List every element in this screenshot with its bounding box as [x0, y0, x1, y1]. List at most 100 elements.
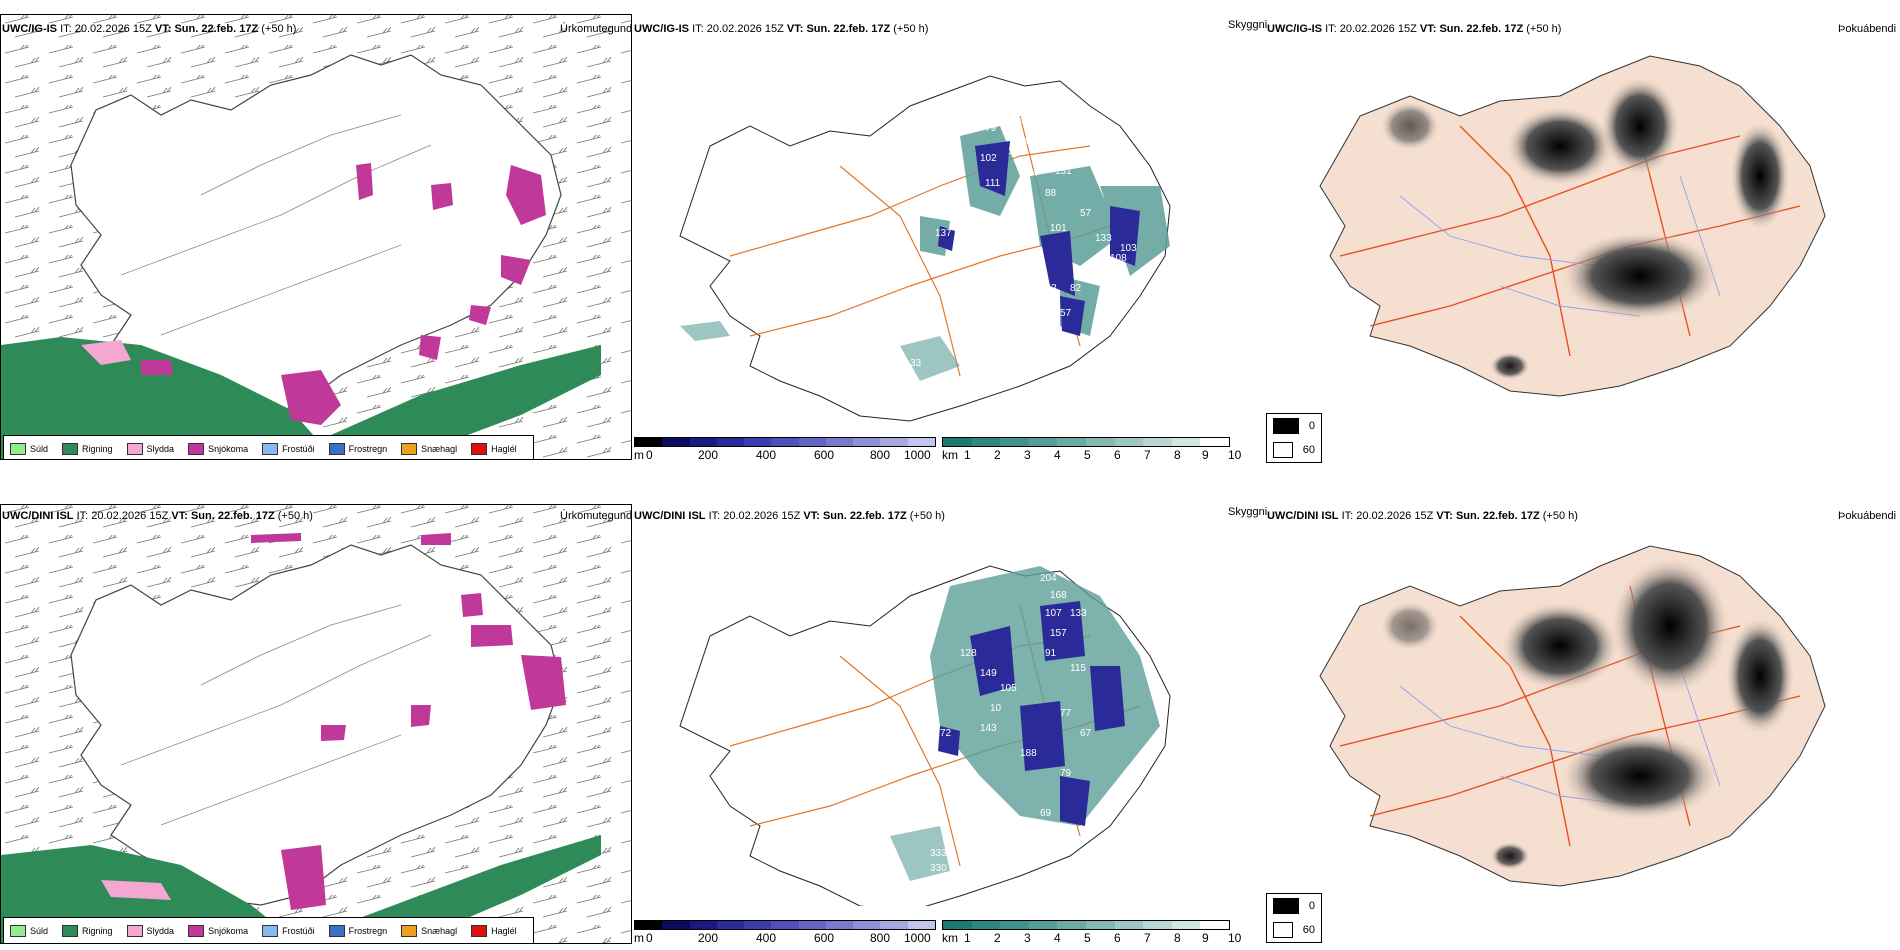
- it-label: IT:: [692, 23, 704, 35]
- cloud-base-value: 204: [1040, 573, 1057, 584]
- legend-item: Frostregn: [328, 925, 387, 937]
- vt-label: VT:: [1419, 23, 1437, 35]
- vis-scale-cells: [942, 920, 1230, 930]
- lead-time: (+50 h): [909, 510, 945, 522]
- fog-east: [1725, 616, 1795, 736]
- model-name: UWC/IG-IS: [2, 23, 57, 35]
- legend-label: Snæhagl: [421, 926, 458, 936]
- fog-key-high: 60: [1267, 438, 1321, 462]
- rain-area: [1, 337, 331, 459]
- vis-tick: 4: [1054, 448, 1061, 462]
- scale-cell: [1028, 438, 1058, 446]
- precip-map-svg-2: [1, 505, 631, 943]
- fog-key-1: 0 60: [1266, 413, 1322, 463]
- fog-map-svg-1: [1319, 55, 1826, 397]
- precip-map-2[interactable]: Súld Rigning Slydda Snjókoma Frostúði Fr…: [0, 504, 632, 944]
- vis-tick: 10: [1228, 931, 1242, 945]
- scale-cell: [907, 438, 935, 446]
- scale-cell: [635, 921, 663, 929]
- precip-map-1[interactable]: Súld Rigning Slydda Snjókoma Frostúði Fr…: [0, 14, 632, 460]
- scale-cell: [1143, 438, 1172, 446]
- legend-item: Frostúði: [262, 925, 315, 937]
- legend-swatch-graupel: [401, 443, 418, 455]
- scale-cell: [880, 438, 908, 446]
- vis-tick: 6: [1114, 448, 1121, 462]
- legend-item: Snæhagl: [401, 925, 457, 937]
- fog-southwest: [1490, 352, 1530, 380]
- title-fog-1: Þokuábendi: [1838, 23, 1897, 35]
- legend-item: Snæhagl: [401, 443, 457, 455]
- fog-north: [1505, 106, 1615, 186]
- cloud-base-value: 57: [1080, 208, 1092, 219]
- fog-south: [1560, 231, 1720, 321]
- legend-swatch-snow: [188, 443, 205, 455]
- scale-cell: [635, 438, 663, 446]
- legend-item: Snjókoma: [188, 443, 248, 455]
- scale-cell: [1200, 438, 1229, 446]
- legend-label: Frostúði: [282, 444, 315, 454]
- legend-item: Súld: [10, 925, 48, 937]
- scale-cell: [971, 438, 1001, 446]
- cloud-base-value: 157: [1050, 628, 1067, 639]
- vt-value: Sun. 22.feb. 17Z: [822, 510, 907, 522]
- legend-label: Súld: [30, 926, 49, 936]
- header-precip-1: UWC/IG-IS IT: 20.02.2026 15Z VT: Sun. 22…: [2, 22, 296, 36]
- scale-cell: [744, 921, 772, 929]
- cloud-base-value: 57: [1060, 308, 1072, 319]
- fog-east: [1730, 121, 1790, 231]
- scale-cell: [1057, 438, 1086, 446]
- it-value: 20.02.2026 15Z: [1339, 23, 1417, 35]
- fog-key-high-swatch: [1273, 442, 1293, 458]
- scale-cell: [971, 921, 1001, 929]
- scale-cell: [1085, 921, 1115, 929]
- fog-south: [1560, 731, 1720, 821]
- cloud-base-value: 108: [1110, 253, 1127, 264]
- scale-cell: [716, 438, 745, 446]
- vis-tick: 1: [964, 448, 971, 462]
- legend-label: Snjókoma: [208, 926, 249, 936]
- iceland-land: [1319, 55, 1826, 397]
- cloud-scale-2: m 0 200 400 600 800 1000: [634, 920, 936, 946]
- cloud-base-value: 103: [1120, 243, 1137, 254]
- cloud-base-value: 79: [985, 123, 997, 134]
- fog-map-1[interactable]: [1300, 36, 1860, 426]
- cloud-base-value: 133: [1070, 608, 1087, 619]
- cloud-base-value: 133: [1095, 233, 1112, 244]
- legend-item: Slydda: [126, 925, 174, 937]
- iceland-outline: [70, 544, 562, 906]
- cloud-base-value: 33: [910, 358, 922, 369]
- cloud-base-value: 69: [1040, 808, 1052, 819]
- fog-key-high-swatch: [1273, 922, 1293, 938]
- lead-time: (+50 h): [277, 510, 313, 522]
- vis-tick: 5: [1084, 931, 1091, 945]
- header-vis-2: UWC/DINI ISL IT: 20.02.2026 15Z VT: Sun.…: [634, 509, 945, 523]
- scale-cell: [1171, 438, 1201, 446]
- legend-label: Haglél: [491, 926, 517, 936]
- scale-cell: [825, 438, 854, 446]
- fog-map-2[interactable]: [1300, 526, 1860, 906]
- cloud-base-value: 149: [980, 668, 997, 679]
- vis-tick: 3: [1024, 931, 1031, 945]
- legend-label: Súld: [30, 444, 49, 454]
- cloud-base-value: 168: [1050, 590, 1067, 601]
- cloud-base-value: 72: [940, 728, 952, 739]
- cloud-scale-cells: [634, 437, 936, 447]
- vt-label: VT:: [171, 510, 188, 522]
- rain-area-east: [331, 345, 601, 459]
- iceland-outline: [70, 54, 562, 416]
- fog-key-low-swatch: [1273, 418, 1299, 434]
- cloud-base-value: 101: [1050, 223, 1067, 234]
- cloud-base-value: 113: [1008, 146, 1024, 157]
- cloud-base-value: 67: [1080, 728, 1092, 739]
- visibility-map-1[interactable]: 79 108 84 102 113 114 111 131 88 57 101 137 133 108 76…: [640, 36, 1260, 432]
- cloud-base-value: 79: [1060, 768, 1072, 779]
- fog-key-high: 60: [1267, 918, 1321, 942]
- scale-cell: [662, 438, 690, 446]
- fog-northeast: [1600, 76, 1680, 176]
- cloud-base-value: 82: [1070, 283, 1082, 294]
- visibility-map-2[interactable]: 204 168 107 133 157 128 149 91 115 105 10 143 72 77 67…: [640, 526, 1260, 906]
- cloud-scale-1: m 0 200 400 600 800 1000: [634, 437, 936, 463]
- vis-tick: 9: [1202, 931, 1209, 945]
- fog-southwest: [1490, 842, 1530, 870]
